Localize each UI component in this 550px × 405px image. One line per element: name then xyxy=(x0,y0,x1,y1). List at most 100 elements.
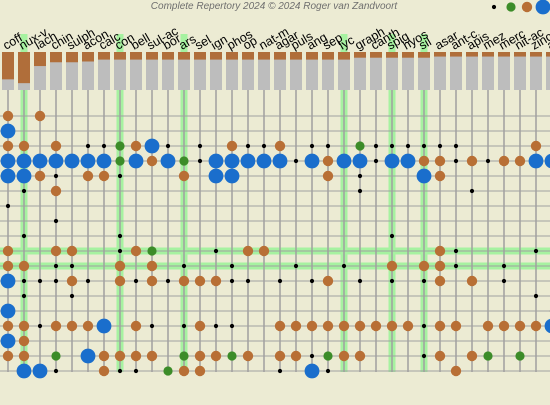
point-agar-rubric-4-grade-4 xyxy=(273,154,288,169)
point-sil-rubric-11-grade-3 xyxy=(419,261,429,271)
point-ang-rubric-15-grade-3 xyxy=(307,321,317,331)
score-bar-sulph xyxy=(66,52,78,62)
point-sel-rubric-4-grade-1 xyxy=(198,159,202,163)
point-bell-rubric-15-grade-3 xyxy=(131,321,141,331)
score-bar-op xyxy=(242,52,254,60)
point-spig-rubric-3-grade-1 xyxy=(390,144,394,148)
count-bar-nit-ac xyxy=(514,52,526,90)
point-ant-c-rubric-4-grade-1 xyxy=(454,159,458,163)
point-sel-rubric-15-grade-3 xyxy=(195,321,205,331)
point-chin-rubric-11-grade-1 xyxy=(54,264,58,268)
point-con-rubric-5-grade-1 xyxy=(118,174,122,178)
point-nux-v-rubric-5-grade-4 xyxy=(17,169,32,184)
score-bar-nat-m xyxy=(258,52,270,60)
point-mez-rubric-17-grade-2 xyxy=(483,351,492,360)
score-bars xyxy=(2,52,550,90)
point-lyc-rubric-11-grade-1 xyxy=(342,264,346,268)
point-coff-rubric-11-grade-3 xyxy=(3,261,13,271)
point-sep-rubric-12-grade-3 xyxy=(323,276,333,286)
point-sulph-rubric-15-grade-3 xyxy=(67,321,77,331)
point-graph-rubric-12-grade-1 xyxy=(358,279,362,283)
point-lach-rubric-12-grade-1 xyxy=(38,279,42,283)
point-puls-rubric-11-grade-1 xyxy=(294,264,298,268)
point-nux-v-rubric-4-grade-4 xyxy=(17,154,32,169)
point-ant-c-rubric-10-grade-1 xyxy=(454,249,458,253)
score-bar-con xyxy=(114,52,126,60)
point-ars-rubric-17-grade-2 xyxy=(179,351,188,360)
point-spig-rubric-4-grade-4 xyxy=(385,154,400,169)
point-merc-rubric-4-grade-3 xyxy=(499,156,509,166)
point-phos-rubric-5-grade-4 xyxy=(225,169,240,184)
point-nit-ac-rubric-4-grade-3 xyxy=(515,156,525,166)
point-hyos-rubric-4-grade-4 xyxy=(401,154,416,169)
point-phos-rubric-15-grade-1 xyxy=(230,324,234,328)
point-sul-ac-rubric-11-grade-3 xyxy=(147,261,157,271)
point-mez-rubric-4-grade-1 xyxy=(486,159,490,163)
point-apis-rubric-17-grade-3 xyxy=(467,351,477,361)
point-spig-rubric-12-grade-1 xyxy=(390,279,394,283)
point-ign-rubric-4-grade-4 xyxy=(209,154,224,169)
point-coff-rubric-3-grade-3 xyxy=(3,141,13,151)
point-bell-rubric-3-grade-3 xyxy=(131,141,141,151)
legend-grade-1-icon xyxy=(492,5,496,9)
point-spig-rubric-9-grade-1 xyxy=(390,234,394,238)
point-nat-m-rubric-3-grade-1 xyxy=(262,144,266,148)
point-acon-rubric-3-grade-1 xyxy=(86,144,90,148)
score-bar-chin xyxy=(50,52,62,62)
point-coff-rubric-12-grade-4 xyxy=(1,274,16,289)
point-sul-ac-rubric-4-grade-3 xyxy=(147,156,157,166)
point-sel-rubric-17-grade-3 xyxy=(195,351,205,361)
point-ign-rubric-17-grade-3 xyxy=(211,351,221,361)
score-bar-ign xyxy=(210,52,222,60)
point-lach-rubric-5-grade-3 xyxy=(35,171,45,181)
point-sep-rubric-18-grade-1 xyxy=(326,369,330,373)
point-acon-rubric-17-grade-4 xyxy=(81,349,96,364)
point-op-rubric-12-grade-1 xyxy=(246,279,250,283)
point-sul-ac-rubric-15-grade-1 xyxy=(150,324,154,328)
point-nit-ac-rubric-17-grade-2 xyxy=(515,351,524,360)
point-asar-rubric-17-grade-3 xyxy=(435,351,445,361)
point-sep-rubric-4-grade-3 xyxy=(323,156,333,166)
point-canth-rubric-3-grade-1 xyxy=(374,144,378,148)
point-coff-rubric-15-grade-3 xyxy=(3,321,13,331)
point-lach-rubric-1-grade-3 xyxy=(35,111,45,121)
score-bar-calc xyxy=(98,52,110,60)
point-ars-rubric-12-grade-3 xyxy=(179,276,189,286)
point-bor-rubric-18-grade-2 xyxy=(163,366,172,375)
point-ign-rubric-5-grade-4 xyxy=(209,169,224,184)
point-asar-rubric-3-grade-1 xyxy=(438,144,442,148)
legend-grade-3-icon xyxy=(522,2,532,12)
point-phos-rubric-17-grade-2 xyxy=(227,351,236,360)
point-coff-rubric-10-grade-3 xyxy=(3,246,13,256)
point-bor-rubric-4-grade-4 xyxy=(161,154,176,169)
point-op-rubric-4-grade-4 xyxy=(241,154,256,169)
point-asar-rubric-4-grade-3 xyxy=(435,156,445,166)
point-con-rubric-3-grade-2 xyxy=(115,141,124,150)
point-zinc-rubric-15-grade-3 xyxy=(531,321,541,331)
point-mez-rubric-15-grade-3 xyxy=(483,321,493,331)
score-bar-ant-c xyxy=(450,52,462,57)
point-lyc-rubric-15-grade-3 xyxy=(339,321,349,331)
score-bar-nit-ac xyxy=(514,52,526,57)
legend-grade-2-icon xyxy=(506,2,515,11)
point-calc-rubric-15-grade-4 xyxy=(97,319,112,334)
point-coff-rubric-2-grade-4 xyxy=(1,124,16,139)
point-acon-rubric-15-grade-3 xyxy=(83,321,93,331)
point-chin-rubric-6-grade-3 xyxy=(51,186,61,196)
point-sulph-rubric-13-grade-1 xyxy=(70,294,74,298)
point-ang-rubric-12-grade-1 xyxy=(310,279,314,283)
point-chin-rubric-4-grade-4 xyxy=(49,154,64,169)
point-sel-rubric-3-grade-1 xyxy=(198,144,202,148)
point-graph-rubric-6-grade-1 xyxy=(358,189,362,193)
point-coff-rubric-16-grade-4 xyxy=(1,334,16,349)
point-coff-rubric-17-grade-3 xyxy=(3,351,13,361)
point-ars-rubric-18-grade-3 xyxy=(179,366,189,376)
point-zinc-rubric-3-grade-3 xyxy=(531,141,541,151)
point-phos-rubric-3-grade-3 xyxy=(227,141,237,151)
point-bor-rubric-12-grade-1 xyxy=(166,279,170,283)
point-calc-rubric-17-grade-3 xyxy=(99,351,109,361)
point-bell-rubric-4-grade-4 xyxy=(129,154,144,169)
score-bar-hyos xyxy=(402,52,414,58)
point-op-rubric-10-grade-3 xyxy=(243,246,253,256)
